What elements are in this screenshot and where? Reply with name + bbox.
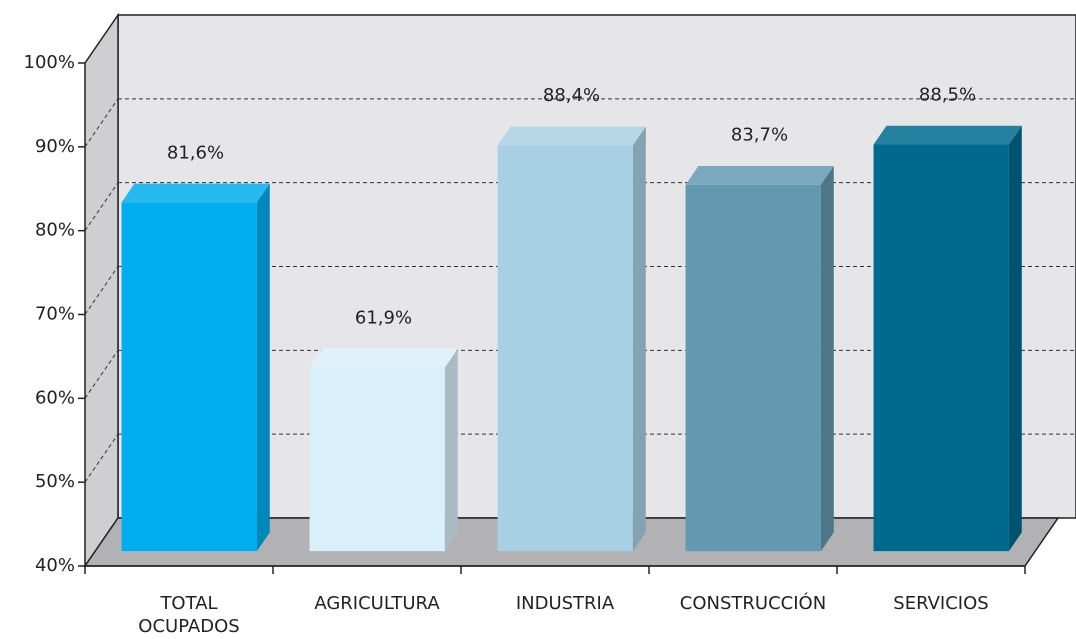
x-tick-label: TOTAL OCUPADOS (79, 592, 299, 638)
x-tick-text: INDUSTRIA (515, 593, 615, 614)
x-tick-text: AGRICULTURA (314, 593, 440, 614)
value-label: 88,5% (919, 84, 976, 105)
grid-line (84, 266, 119, 315)
bar-side (1008, 125, 1022, 552)
x-tick-text: SERVICIOS (893, 593, 989, 614)
value-label: 61,9% (355, 307, 412, 328)
y-tick-label: 90% (35, 136, 75, 157)
bar-front (309, 367, 445, 552)
bar-top (309, 348, 458, 368)
value-label: 88,4% (543, 85, 600, 106)
y-tick-label: 50% (35, 471, 75, 492)
x-tick-label: CONSTRUCCIÓN (643, 592, 863, 615)
grid-line (84, 433, 119, 483)
value-label: 81,6% (167, 142, 224, 163)
bar-front (497, 145, 633, 552)
bar-front (685, 184, 821, 552)
y-tick-label: 80% (35, 220, 75, 241)
bar-front (121, 202, 257, 552)
bar-side (632, 126, 646, 552)
y-tick-label: 60% (35, 387, 75, 408)
bar-front (873, 144, 1009, 552)
y-tick-label: 100% (24, 52, 75, 73)
bar-top (121, 183, 270, 203)
x-tick-label: AGRICULTURA (267, 592, 487, 615)
bar-side (444, 348, 458, 552)
bar-side (820, 166, 834, 552)
bar-top (685, 166, 834, 185)
bar-side (256, 183, 270, 552)
x-tick-text: TOTAL OCUPADOS (138, 593, 240, 637)
bar-top (873, 125, 1022, 145)
x-tick-label: INDUSTRIA (455, 592, 675, 615)
y-tick-label: 40% (35, 555, 75, 576)
x-tick-text: CONSTRUCCIÓN (679, 593, 827, 614)
grid-line (84, 182, 119, 231)
y-tick-label: 70% (35, 304, 75, 325)
x-tick-label: SERVICIOS (831, 592, 1051, 615)
bar-top (497, 126, 646, 146)
grid-line (84, 350, 119, 399)
value-label: 83,7% (731, 125, 788, 146)
grid-line (84, 98, 119, 148)
